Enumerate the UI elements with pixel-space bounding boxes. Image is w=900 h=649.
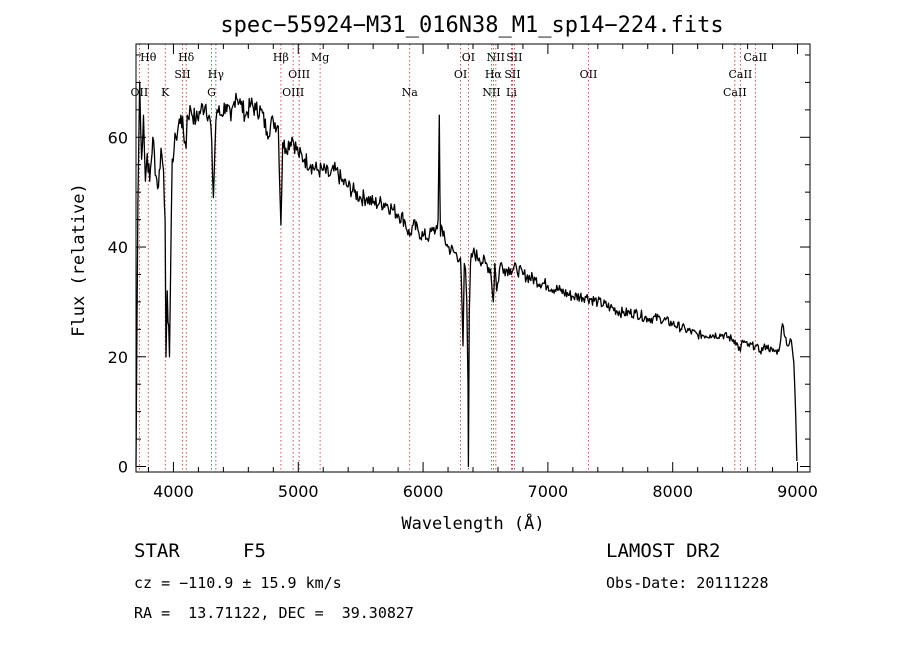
line-label-21: NII (482, 86, 500, 99)
y-tick-label-1: 20 (108, 348, 128, 367)
line-label-13: SII (504, 68, 520, 81)
obs-date: Obs-Date: 20111228 (606, 574, 769, 592)
line-label-5: NII (487, 51, 505, 64)
x-tick-label-0: 4000 (153, 482, 194, 501)
y-axis-label: Flux (relative) (69, 183, 89, 337)
x-tick-label-5: 9000 (777, 482, 818, 501)
x-tick-label-1: 5000 (278, 482, 319, 501)
chart-title: spec−55924−M31_016N38_M1_sp14−224.fits (220, 13, 723, 38)
spectrum-line (135, 81, 798, 468)
line-label-20: Na (402, 86, 419, 99)
plot-frame (135, 43, 811, 473)
line-label-7: CaII (743, 51, 767, 64)
redshift-readout: cz = −110.9 ± 15.9 km/s (134, 574, 342, 592)
x-tick-label-3: 7000 (528, 482, 569, 501)
line-label-17: K (161, 86, 170, 99)
x-tick-label-4: 8000 (652, 482, 693, 501)
line-label-3: Mg (311, 51, 329, 64)
line-label-10: OIII (288, 68, 310, 81)
line-label-22: Li (506, 86, 517, 99)
line-label-23: CaII (723, 86, 747, 99)
line-label-11: OI (454, 68, 467, 81)
line-label-15: CaII (729, 68, 753, 81)
object-subclass: F5 (243, 540, 266, 562)
line-label-2: Hβ (273, 51, 289, 64)
x-axis-label: Wavelength (Å) (401, 512, 544, 534)
y-tick-label-2: 40 (108, 238, 128, 257)
y-tick-label-3: 60 (108, 128, 128, 147)
line-label-0: Hθ (140, 51, 157, 64)
coordinates: RA = 13.71122, DEC = 39.30827 (134, 604, 414, 622)
y-tick-label-0: 0 (118, 458, 128, 477)
line-label-6: SII (506, 51, 522, 64)
line-label-9: Hγ (208, 68, 225, 81)
survey-name: LAMOST DR2 (606, 540, 721, 562)
axis-ticks: 4000 5000 6000 7000 8000 9000 0 20 40 60 (108, 44, 818, 501)
x-tick-label-2: 6000 (403, 482, 444, 501)
line-label-8: SII (174, 68, 190, 81)
line-label-12: Hα (485, 68, 503, 81)
line-label-1: Hδ (178, 51, 195, 64)
line-label-19: OIII (282, 86, 304, 99)
line-label-14: OII (580, 68, 598, 81)
line-label-18: G (207, 86, 216, 99)
line-label-4: OI (462, 51, 475, 64)
object-class: STAR (134, 540, 180, 562)
